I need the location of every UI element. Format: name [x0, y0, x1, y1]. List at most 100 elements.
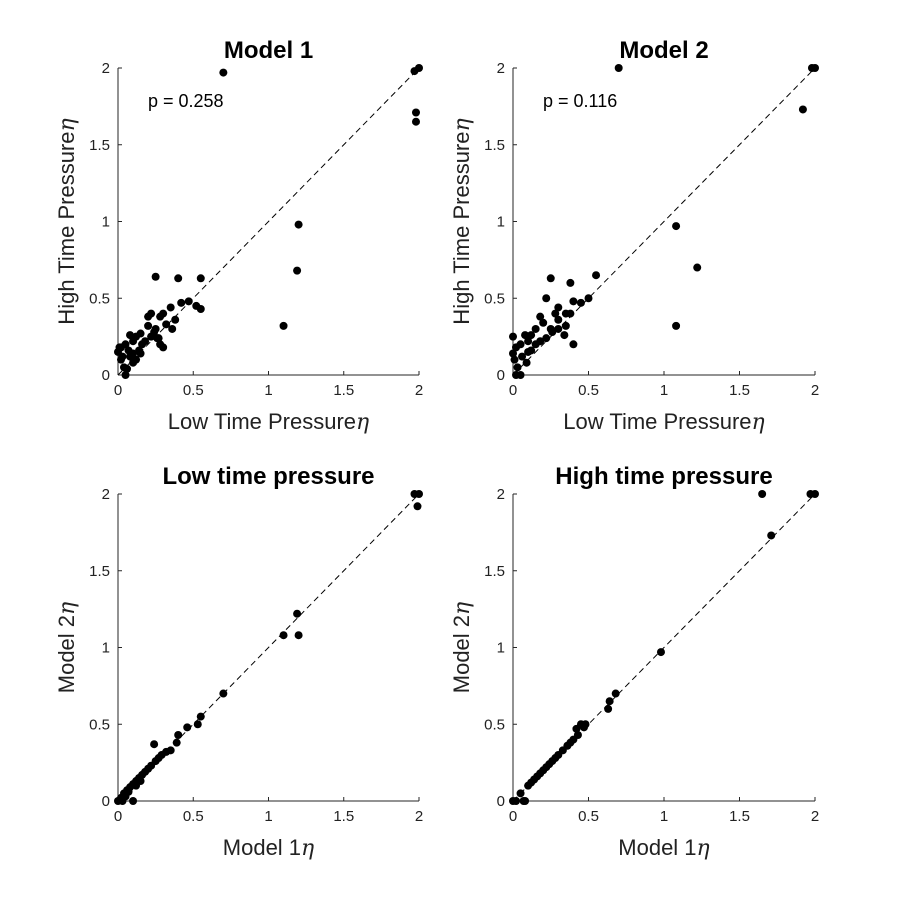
x-axis-symbol: η — [697, 836, 710, 861]
data-point — [219, 68, 228, 77]
data-point — [542, 334, 551, 343]
data-point — [693, 263, 702, 272]
data-point — [560, 331, 569, 340]
data-point — [572, 724, 581, 733]
data-point — [162, 747, 171, 756]
x-axis-label-text: Model 1 — [223, 835, 301, 860]
x-tick-label: 0.5 — [183, 808, 204, 825]
y-tick-label: 1 — [102, 214, 110, 231]
x-tick-label: 2 — [811, 808, 819, 825]
x-tick-label: 0 — [509, 808, 517, 825]
y-tick-label: 2 — [102, 60, 110, 77]
x-tick-label: 0 — [114, 808, 122, 825]
data-point — [611, 689, 620, 698]
data-point — [513, 363, 522, 372]
x-tick-label: 2 — [415, 382, 423, 399]
data-point — [584, 294, 593, 303]
data-point — [174, 730, 183, 739]
y-tick-label: 0.5 — [484, 716, 505, 733]
y-axis-label-text: High Time Pressure — [54, 132, 79, 325]
data-point — [531, 324, 540, 333]
data-point — [196, 712, 205, 721]
data-point — [171, 315, 180, 324]
data-point — [411, 108, 420, 117]
y-tick-label: 1 — [497, 640, 505, 657]
data-point — [798, 105, 807, 114]
data-point — [124, 346, 133, 355]
y-axis-label-text: Model 2 — [449, 615, 474, 693]
x-tick-label: 0 — [114, 382, 122, 399]
data-point — [604, 704, 613, 713]
data-point — [656, 648, 665, 657]
panel-model-2: Model 2 p = 0.116 Low Time Pressureη Hig… — [449, 37, 819, 435]
x-tick-label: 0.5 — [578, 808, 599, 825]
data-point — [150, 328, 159, 337]
data-point — [129, 337, 138, 346]
x-axis-label-text: Low Time Pressure — [168, 409, 356, 434]
x-axis-label: Model 1η — [223, 835, 314, 861]
y-axis-label-text: Model 2 — [54, 615, 79, 693]
x-tick-label: 1.5 — [729, 382, 750, 399]
data-point — [150, 740, 159, 749]
x-tick-label: 1 — [264, 808, 272, 825]
data-point — [279, 631, 288, 640]
data-point — [569, 340, 578, 349]
x-tick-label: 1.5 — [333, 382, 354, 399]
data-point — [129, 797, 138, 805]
x-axis-label: Low Time Pressureη — [563, 409, 764, 435]
data-point — [184, 297, 193, 306]
data-point — [510, 355, 519, 364]
data-point — [415, 490, 423, 498]
data-point — [672, 222, 681, 231]
identity-reference-line — [117, 67, 420, 376]
data-point — [542, 294, 551, 303]
data-point — [605, 697, 614, 706]
y-axis-label: High Time Pressureη — [54, 118, 80, 324]
y-tick-label: 2 — [497, 486, 505, 503]
x-tick-label: 1.5 — [729, 808, 750, 825]
data-point — [177, 298, 186, 307]
y-axis-symbol: η — [55, 118, 80, 131]
data-point — [522, 358, 531, 367]
data-point — [162, 320, 171, 329]
x-axis-label-text: Model 1 — [618, 835, 696, 860]
x-tick-label: 0.5 — [183, 382, 204, 399]
data-point — [524, 347, 533, 356]
data-point — [129, 358, 138, 367]
y-tick-label: 1.5 — [89, 563, 110, 580]
x-axis-symbol: η — [301, 836, 314, 861]
y-axis-symbol: η — [450, 602, 475, 615]
y-tick-label: 1 — [497, 214, 505, 231]
data-point — [141, 337, 150, 346]
data-point — [519, 797, 528, 805]
data-point — [115, 343, 124, 352]
y-tick-label: 0.5 — [89, 290, 110, 307]
data-point — [293, 266, 302, 275]
data-point — [413, 502, 422, 511]
y-tick-label: 1.5 — [484, 563, 505, 580]
data-point — [592, 271, 601, 280]
data-point — [293, 609, 302, 618]
y-tick-label: 0 — [497, 793, 505, 810]
p-value-annotation: p = 0.116 — [543, 91, 617, 111]
data-point — [136, 349, 145, 358]
data-point — [672, 321, 681, 330]
data-point — [159, 343, 168, 352]
data-point — [516, 789, 525, 798]
data-point — [121, 371, 130, 379]
y-tick-label: 0 — [102, 793, 110, 810]
panel-title: Model 1 — [224, 37, 313, 64]
panel-title: High time pressure — [555, 463, 772, 490]
data-point — [536, 312, 545, 321]
y-tick-label: 0 — [497, 367, 505, 384]
data-point — [166, 303, 175, 312]
data-point — [551, 309, 560, 318]
x-tick-label: 0 — [509, 382, 517, 399]
x-tick-label: 1.5 — [333, 808, 354, 825]
data-point — [758, 490, 767, 498]
y-axis-label: High Time Pressureη — [449, 118, 475, 324]
x-axis-label: Low Time Pressureη — [168, 409, 369, 435]
data-point — [153, 334, 162, 343]
data-point — [512, 343, 521, 352]
y-tick-label: 1 — [102, 640, 110, 657]
